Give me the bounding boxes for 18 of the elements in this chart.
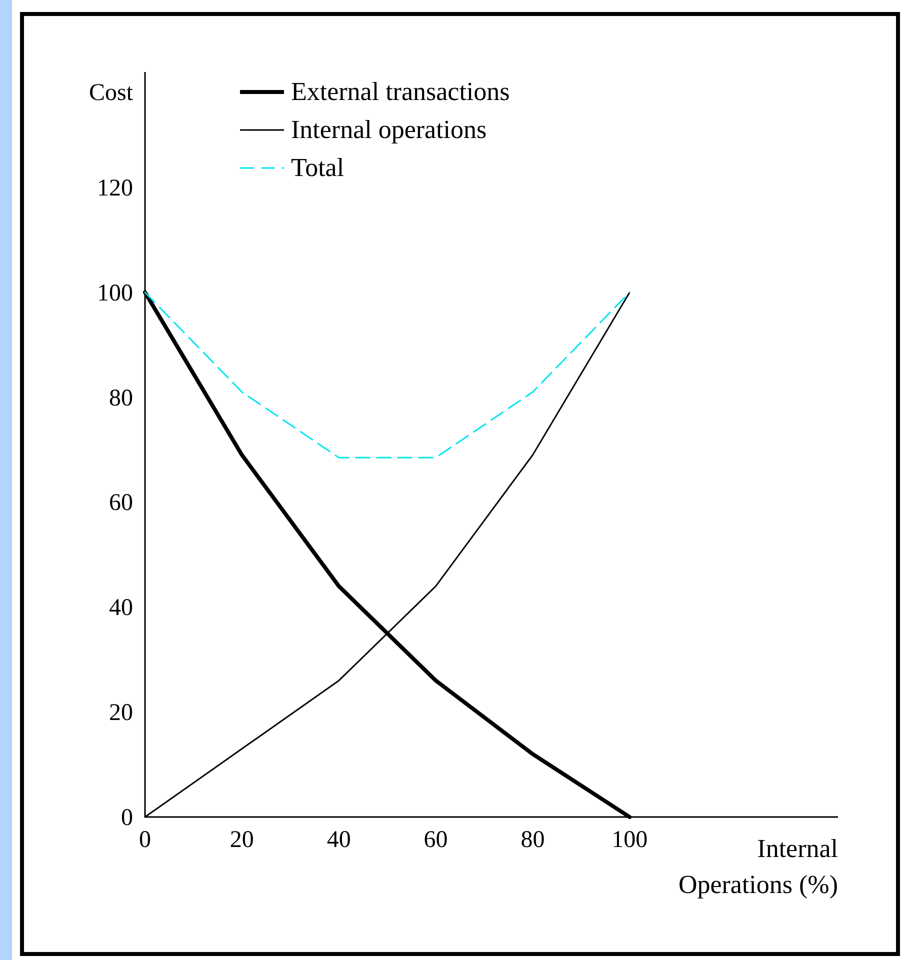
- x-axis-title: Internal Operations (%): [678, 834, 838, 899]
- y-tick-label: 100: [97, 280, 133, 306]
- x-tick-label: 40: [326, 827, 351, 853]
- x-tick-label: 0: [139, 827, 151, 853]
- y-tick-label: 20: [109, 700, 133, 726]
- x-tick-label: 80: [520, 827, 545, 853]
- legend-label: Total: [291, 153, 344, 182]
- y-tick-label: 80: [109, 385, 133, 412]
- y-axis-title: Cost: [88, 80, 134, 106]
- y-tick-label: 40: [109, 595, 133, 622]
- y-tick-label: 60: [109, 490, 133, 516]
- legend-label: External transactions: [291, 77, 510, 106]
- y-tick-label: 0: [121, 805, 133, 831]
- x-tick-label: 20: [230, 827, 254, 853]
- y-tick-label: 120: [97, 175, 133, 202]
- legend-label: Internal operations: [291, 115, 487, 144]
- x-tick-label: 60: [424, 827, 448, 853]
- x-tick-label: 100: [612, 827, 648, 853]
